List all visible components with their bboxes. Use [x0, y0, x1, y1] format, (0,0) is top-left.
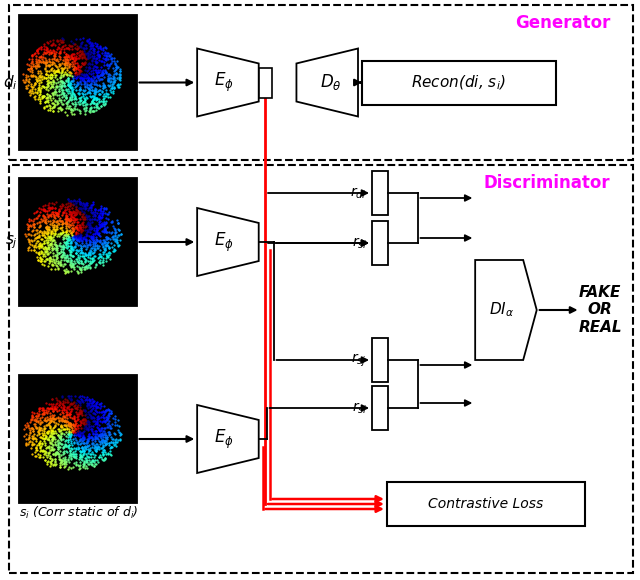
Text: $d_i$: $d_i$	[3, 73, 17, 92]
Polygon shape	[475, 260, 537, 360]
Polygon shape	[296, 49, 358, 117]
Text: $DI_{\alpha}$: $DI_{\alpha}$	[490, 300, 515, 320]
Bar	[387, 482, 586, 526]
Bar	[10, 5, 633, 160]
Text: Recon(di, s$_i$): Recon(di, s$_i$)	[412, 73, 506, 92]
Bar	[372, 221, 388, 265]
Bar	[19, 178, 136, 306]
Text: $r_{sj}$: $r_{sj}$	[351, 351, 367, 369]
Text: $r_{di}$: $r_{di}$	[351, 185, 367, 201]
Text: $s_i$ (Corr static of $d_i$): $s_i$ (Corr static of $d_i$)	[19, 505, 139, 521]
Bar	[372, 171, 388, 215]
Bar	[10, 165, 633, 573]
Polygon shape	[197, 208, 259, 276]
Text: $s_j$: $s_j$	[4, 233, 17, 251]
Text: $E_{\phi}$: $E_{\phi}$	[214, 230, 234, 253]
Text: Generator: Generator	[515, 14, 610, 32]
Text: $E_{\phi}$: $E_{\phi}$	[214, 71, 234, 94]
Text: $D_{\theta}$: $D_{\theta}$	[321, 72, 342, 92]
Bar	[259, 67, 271, 97]
Bar	[19, 375, 136, 503]
Bar	[362, 60, 556, 104]
Text: Discriminator: Discriminator	[484, 174, 610, 192]
Bar	[372, 386, 388, 430]
Text: Contrastive Loss: Contrastive Loss	[428, 497, 544, 511]
Text: $r_{si}$: $r_{si}$	[351, 400, 367, 416]
Polygon shape	[197, 405, 259, 473]
Bar	[372, 338, 388, 382]
Bar	[19, 15, 136, 150]
Text: $r_{si}$: $r_{si}$	[351, 235, 367, 251]
Text: $E_{\phi}$: $E_{\phi}$	[214, 427, 234, 451]
Text: FAKE
OR
REAL: FAKE OR REAL	[579, 285, 622, 335]
Polygon shape	[197, 49, 259, 117]
